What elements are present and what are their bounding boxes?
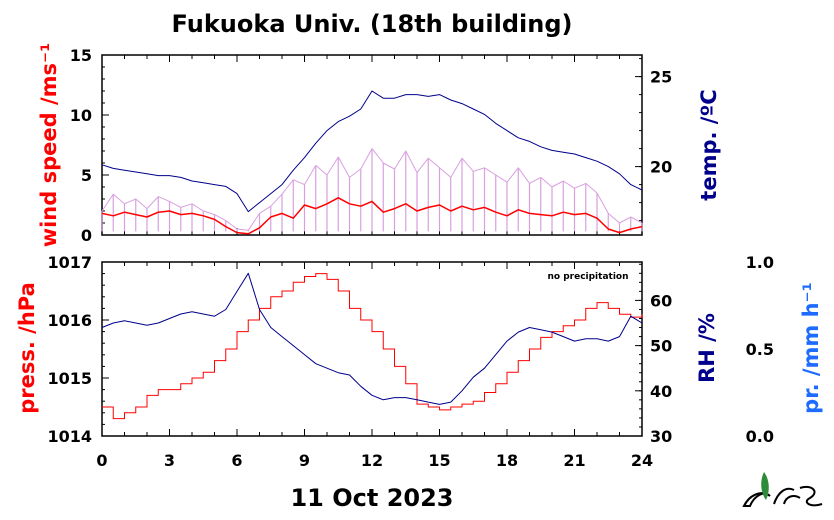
left-tick-label: 15 [70, 46, 92, 65]
panel-frame [101, 261, 643, 437]
precip-axis-title: pr. /mm h⁻¹ [799, 282, 823, 414]
left-tick-label: 0 [81, 226, 92, 245]
x-tick-label: 6 [231, 451, 242, 470]
x-tick-label: 15 [428, 451, 450, 470]
right-tick-label: 60 [650, 291, 672, 310]
date-label: 11 Oct 2023 [290, 484, 453, 512]
series-line-raw [101, 148, 643, 231]
left-tick-label: 1016 [47, 311, 92, 330]
logo-icon [742, 472, 823, 507]
series-line-avg [101, 197, 643, 235]
precip-tick-label: 0.0 [746, 427, 774, 446]
right-tick-label: 50 [650, 337, 672, 356]
series-line-rh [101, 272, 643, 405]
press-axis-title: press. /hPa [15, 282, 39, 414]
series-line-temp [101, 90, 643, 213]
wind-axis-title: wind speed /ms⁻¹ [37, 43, 61, 248]
x-tick-label: 21 [563, 451, 585, 470]
precip-tick-label: 0.5 [746, 340, 774, 359]
right-tick-label: 40 [650, 382, 672, 401]
precip-tick-label: 1.0 [746, 253, 774, 272]
rh-axis-title: RH /% [695, 313, 719, 383]
x-tick-label: 12 [361, 451, 383, 470]
left-tick-label: 1014 [47, 427, 92, 446]
x-tick-label: 24 [631, 451, 653, 470]
series-line-press [102, 273, 643, 420]
right-tick-label: 25 [650, 68, 672, 87]
chart-title: Fukuoka Univ. (18th building) [172, 10, 573, 38]
left-tick-label: 1017 [47, 253, 92, 272]
right-tick-label: 30 [650, 427, 672, 446]
precipitation-note: no precipitation [547, 272, 628, 282]
left-tick-label: 1015 [47, 369, 92, 388]
x-tick-label: 9 [299, 451, 310, 470]
left-tick-label: 5 [81, 166, 92, 185]
temp-axis-title: temp. /ºC [697, 89, 721, 200]
x-tick-label: 18 [496, 451, 518, 470]
x-tick-label: 3 [164, 451, 175, 470]
x-tick-label: 0 [96, 451, 107, 470]
right-tick-label: 20 [650, 158, 672, 177]
left-tick-label: 10 [70, 106, 92, 125]
